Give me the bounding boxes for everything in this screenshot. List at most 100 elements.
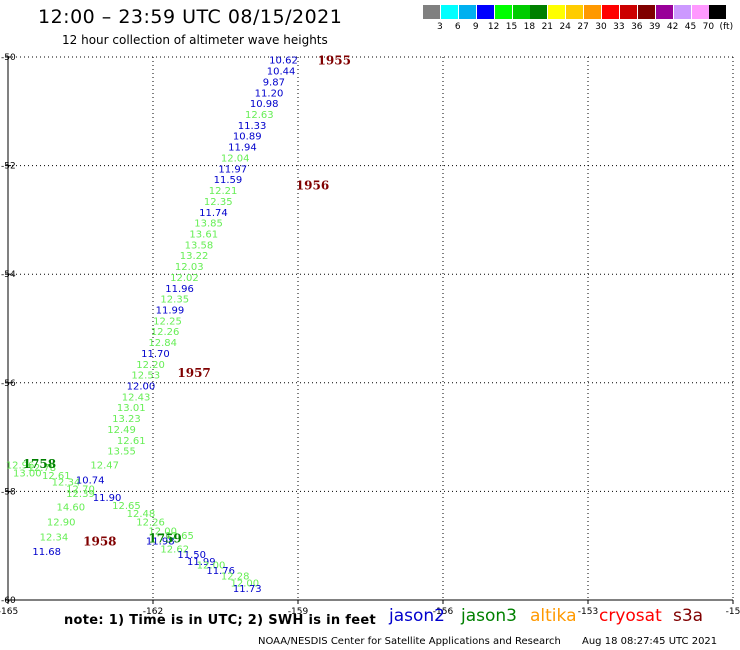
map-subtitle: 12 hour collection of altimeter wave hei… — [62, 33, 328, 47]
legend-swatch — [655, 5, 673, 19]
wave-height-label: 12.47 — [90, 460, 119, 471]
legend-label: 15 — [505, 22, 518, 32]
wave-height-label: 12.90 — [47, 517, 76, 528]
legend-unit: (ft) — [719, 22, 734, 32]
wave-height-label: 11.68 — [32, 547, 61, 558]
legend-label: 39 — [648, 22, 661, 32]
wave-height-label: 12.65 — [112, 501, 141, 512]
wave-height-label: 11.74 — [199, 208, 228, 219]
wave-height-label: 10.44 — [267, 67, 296, 78]
mission-altika: altika — [530, 606, 577, 626]
wave-height-label: 11.20 — [255, 88, 284, 99]
wave-height-label: 13.23 — [112, 414, 141, 425]
wave-height-label: 12.04 — [221, 153, 250, 164]
legend-label: 21 — [541, 22, 554, 32]
wave-height-label: 12.34 — [52, 478, 81, 489]
x-tick-label: -159 — [288, 607, 309, 617]
wave-height-label: 11.97 — [218, 164, 247, 175]
wave-height-label: 12.43 — [122, 392, 151, 403]
wave-height-label: 9.87 — [263, 77, 285, 88]
legend-swatch — [512, 5, 530, 19]
wave-height-label: 12.84 — [148, 338, 177, 349]
wave-height-label: 10.74 — [76, 475, 105, 486]
wave-height-label: 11.94 — [228, 143, 257, 154]
x-tick-label: -162 — [143, 607, 163, 617]
wave-height-label: 12.61 — [42, 471, 71, 482]
wave-height-label: 13.01 — [117, 403, 146, 414]
legend-swatch — [548, 5, 566, 19]
legend-swatch — [602, 5, 619, 19]
wave-height-label: 13.22 — [180, 251, 209, 262]
footer-note: note: 1) Time is in UTC; 2) SWH is in fe… — [64, 613, 376, 628]
wave-height-label: 12.00 — [148, 526, 177, 537]
wave-height-label: 12.25 — [153, 316, 182, 327]
legend-label: 27 — [577, 22, 589, 32]
legend-swatch — [691, 5, 709, 19]
wave-height-label: 12.20 — [136, 360, 165, 371]
pass-time-label: 1957 — [177, 366, 210, 380]
wave-height-label: 13.55 — [107, 447, 136, 458]
wave-height-label: 12.39 — [66, 489, 95, 500]
legend-swatch — [440, 5, 458, 19]
wave-height-label: 12.65 — [165, 531, 194, 542]
wave-height-label: 10.98 — [250, 99, 279, 110]
y-tick-label: -60 — [1, 596, 16, 606]
legend-label: 9 — [472, 22, 479, 32]
legend-label: 36 — [631, 22, 643, 32]
wave-height-label: 12.48 — [127, 509, 156, 520]
wave-height-label: 12.00 — [127, 382, 156, 393]
legend-swatch — [709, 5, 727, 19]
pass-time-label: 1956 — [296, 179, 329, 193]
wave-height-label: 11.33 — [238, 121, 267, 132]
wave-height-label: 13.58 — [185, 240, 214, 251]
map-title: 12:00 – 23:59 UTC 08/15/2021 — [38, 6, 343, 28]
wave-height-label: 12.35 — [160, 295, 189, 306]
legend-label: 18 — [523, 22, 536, 32]
legend-swatch — [619, 5, 637, 19]
wave-height-label: 12.70 — [66, 485, 95, 496]
wave-height-label: 12.26 — [136, 517, 165, 528]
wave-height-label: 11.99 — [187, 557, 216, 568]
wave-height-label: 10.89 — [233, 132, 262, 143]
wave-height-label: 11.70 — [141, 349, 170, 360]
generation-timestamp: Aug 18 08:27:45 UTC 2021 — [582, 636, 718, 647]
x-tick-label: -165 — [0, 607, 18, 617]
wave-height-label: 12.62 — [160, 544, 189, 555]
legend-label: 45 — [684, 22, 697, 32]
mission-jason2: jason2 — [389, 606, 445, 626]
legend-swatch — [530, 5, 548, 19]
wave-height-label: 11.99 — [156, 305, 185, 316]
legend-swatch — [584, 5, 602, 19]
pass-time-label: 1958 — [83, 534, 116, 548]
wave-height-label: 12.34 — [40, 532, 69, 543]
mission-cryosat: cryosat — [599, 606, 662, 626]
legend-label: 12 — [487, 22, 500, 32]
wave-height-label: 11.59 — [214, 175, 243, 186]
legend-swatch — [673, 5, 691, 19]
wave-height-label: 12.03 — [175, 262, 204, 273]
wave-height-label: 14.60 — [57, 503, 86, 514]
mission-s3a: s3a — [673, 606, 704, 626]
legend-swatch — [566, 5, 584, 19]
legend-swatch — [423, 5, 440, 19]
credit-text: NOAA/NESDIS Center for Satellite Applica… — [258, 636, 561, 647]
wave-height-label: 11.76 — [206, 566, 235, 577]
mission-jason3: jason3 — [461, 606, 517, 626]
wave-height-label: 12.26 — [151, 327, 180, 338]
wave-height-label: 12.02 — [170, 273, 199, 284]
legend-label: 42 — [666, 22, 679, 32]
wave-height-label: 12.63 — [245, 110, 274, 121]
pass-time-label: 1955 — [318, 54, 351, 68]
wave-height-label: 13.85 — [194, 219, 223, 230]
wave-height-label: 12.21 — [209, 186, 238, 197]
pass-time-label: 1759 — [148, 532, 181, 546]
wave-height-label: 12.78 — [28, 463, 57, 474]
x-tick-label: -153 — [578, 607, 598, 617]
x-tick-label: -156 — [433, 607, 454, 617]
wave-height-label: 12.28 — [221, 572, 250, 583]
wave-height-label: 12.00 — [231, 579, 260, 590]
wave-height-label: 12.61 — [117, 436, 146, 447]
wave-height-label: 13.00 — [13, 468, 42, 479]
legend-swatch — [494, 5, 512, 19]
